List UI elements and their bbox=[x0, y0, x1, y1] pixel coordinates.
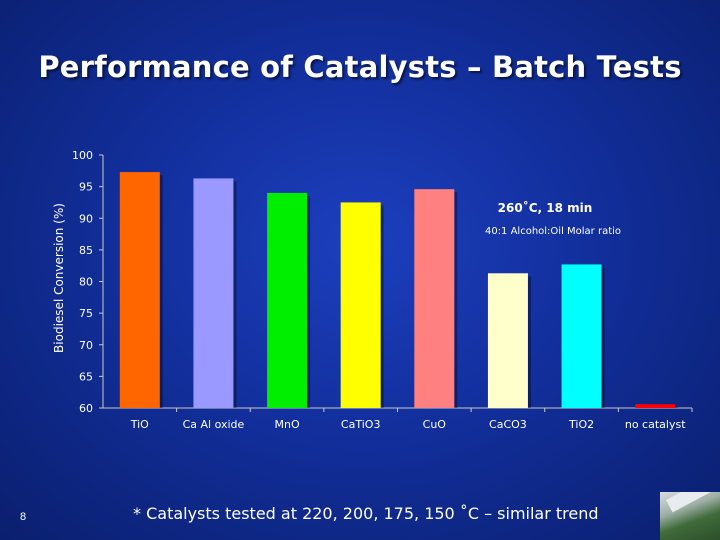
ratio-annotation: 40:1 Alcohol:Oil Molar ratio bbox=[485, 226, 621, 237]
y-tick-label: 100 bbox=[72, 149, 93, 162]
footnote: * Catalysts tested at 220, 200, 175, 150… bbox=[133, 504, 599, 523]
chart-bars bbox=[119, 172, 679, 408]
bar-mno bbox=[267, 192, 308, 408]
y-tick-label: 65 bbox=[79, 370, 93, 383]
y-tick-label: 80 bbox=[79, 276, 93, 289]
bar-tio bbox=[119, 172, 160, 408]
bar-ca-al-oxide bbox=[193, 178, 234, 408]
y-tick-label: 95 bbox=[79, 181, 93, 194]
building-photo bbox=[660, 492, 720, 540]
y-tick-label: 60 bbox=[79, 402, 93, 415]
y-tick-label: 70 bbox=[79, 339, 93, 352]
bar-caco3 bbox=[487, 273, 528, 408]
slide-title: Performance of Catalysts – Batch Tests bbox=[38, 50, 682, 84]
y-tick-label: 90 bbox=[79, 212, 93, 225]
x-tick-label: TiO bbox=[130, 418, 149, 431]
bar-catio3 bbox=[340, 202, 381, 408]
y-axis-label: Biodiesel Conversion (%) bbox=[52, 203, 66, 353]
x-tick-label: CuO bbox=[423, 418, 447, 431]
x-tick-label: Ca Al oxide bbox=[183, 418, 245, 431]
x-axis-labels: TiO Ca Al oxide MnO CaTiO3 CuO CaCO3 TiO2 no ca… bbox=[130, 408, 693, 431]
bar-tio2 bbox=[561, 264, 602, 408]
x-tick-label: CaCO3 bbox=[489, 418, 527, 431]
y-tick-label: 75 bbox=[79, 307, 93, 320]
bar-no-catalyst bbox=[635, 404, 676, 408]
y-axis-ticks: 60 65 70 75 80 85 90 95 100 bbox=[72, 149, 103, 415]
slide-number: 8 bbox=[20, 511, 27, 523]
condition-annotation: 260˚C, 18 min bbox=[498, 200, 593, 215]
x-tick-label: TiO2 bbox=[568, 418, 594, 431]
x-tick-label: CaTiO3 bbox=[341, 418, 381, 431]
y-tick-label: 85 bbox=[79, 244, 93, 257]
bar-cuo bbox=[414, 189, 455, 408]
x-tick-label: MnO bbox=[275, 418, 300, 431]
x-tick-label: no catalyst bbox=[625, 418, 686, 431]
